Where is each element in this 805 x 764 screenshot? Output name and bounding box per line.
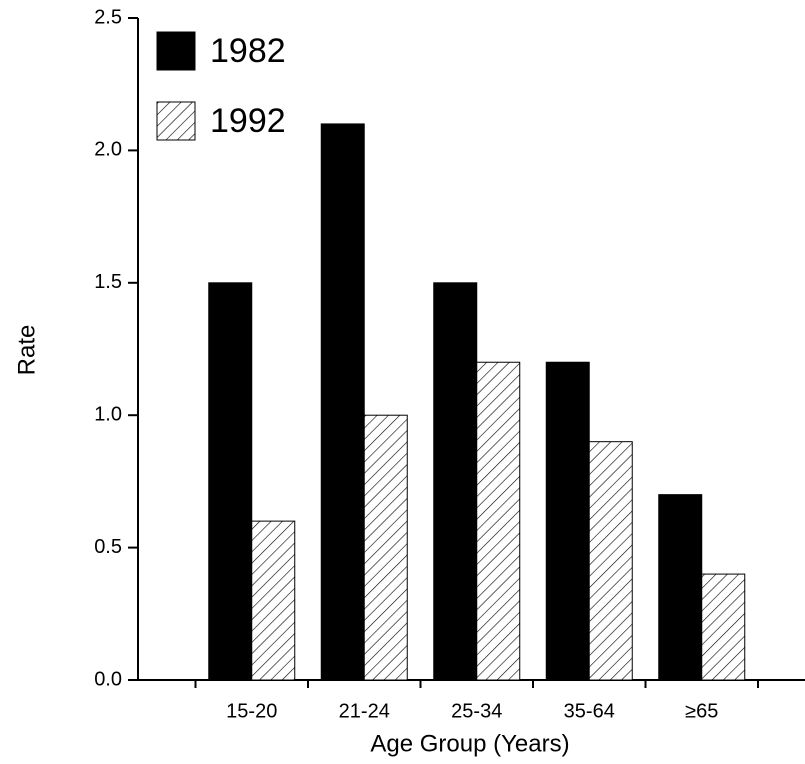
x-tick-label: 35-64 [564,700,615,722]
y-tick-label: 0.5 [94,536,122,558]
bar [701,573,746,681]
legend-swatch [156,31,196,71]
bar [208,282,253,681]
bar [433,282,478,681]
bar [363,414,408,681]
bar [588,441,633,681]
y-tick-label: 1.5 [94,271,122,293]
bar [476,361,521,681]
bar [545,361,590,681]
y-axis-title: Rate [13,325,40,376]
x-tick-label: 21-24 [339,700,390,722]
y-tick-label: 1.0 [94,403,122,425]
y-tick-label: 2.0 [94,139,122,161]
legend-label: 1992 [210,102,286,140]
bar [320,123,365,681]
x-tick-label: 15-20 [226,700,277,722]
bar [251,520,296,681]
y-tick-label: 0.0 [94,668,122,690]
y-tick-label: 2.5 [94,6,122,28]
x-axis-title: Age Group (Years) [370,730,569,757]
legend-swatch [156,101,196,141]
bar [658,494,703,681]
legend-label: 1982 [210,32,286,70]
x-tick-label: 25-34 [451,700,502,722]
x-tick-label: ≥65 [685,700,718,722]
